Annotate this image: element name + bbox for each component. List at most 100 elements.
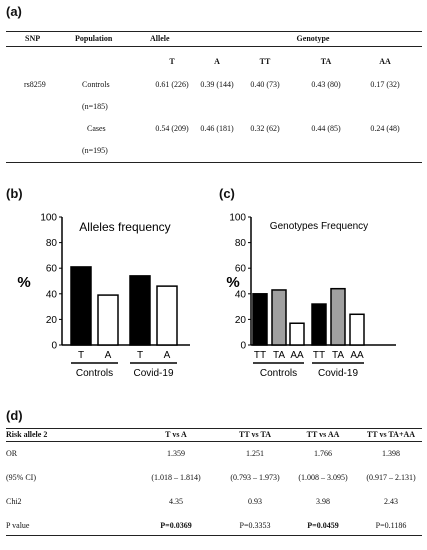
d-cell: (0.917 – 2.131): [366, 473, 416, 482]
x-tick-label: T: [137, 350, 143, 361]
d-row-label: Chi2: [6, 497, 22, 506]
d-header-t-vs-a: T vs A: [165, 430, 187, 439]
d-cell: 2.43: [384, 497, 398, 506]
d-cell: (1.008 – 3.095): [298, 473, 348, 482]
panel-c-label: (c): [219, 186, 235, 201]
table-d-top-rule: [6, 428, 422, 429]
d-header-tt-vs-aa: TT vs AA: [306, 430, 340, 439]
x-tick-label: AA: [290, 350, 304, 361]
y-tick-label: 40: [46, 289, 58, 300]
bar: [129, 275, 151, 346]
y-tick-label: 80: [46, 238, 58, 249]
y-tick-label: 20: [235, 315, 247, 326]
y-tick-label: 100: [40, 213, 57, 224]
table-a-bottom-rule: [6, 162, 422, 163]
d-cell: P=0.3353: [239, 521, 271, 530]
bar: [330, 287, 346, 346]
x-tick-label: TT: [313, 350, 325, 361]
bar: [70, 266, 92, 346]
y-tick-label: 60: [46, 264, 58, 275]
d-header-tt-vs-ta-aa: TT vs TA+AA: [366, 430, 416, 439]
row-controls-ta: 0.43 (80): [311, 80, 341, 89]
row-cases-aa: 0.24 (48): [370, 124, 400, 133]
chart-title: Alleles frequency: [79, 220, 170, 234]
col-header-snp: SNP: [25, 34, 41, 43]
x-tick-label: TA: [332, 350, 344, 361]
subheader-t: T: [169, 57, 175, 66]
row-controls-aa: 0.17 (32): [370, 80, 400, 89]
d-row-label: OR: [6, 449, 18, 458]
d-cell: 1.359: [167, 449, 185, 458]
bar: [252, 293, 268, 346]
panel-b-label: (b): [6, 186, 23, 201]
col-header-population: Population: [75, 34, 113, 43]
d-cell: P=0.0459: [307, 521, 339, 530]
y-tick-label: 20: [46, 315, 58, 326]
y-tick-label: 80: [235, 238, 247, 249]
row-cases-ta: 0.44 (85): [311, 124, 341, 133]
row-cases-a: 0.46 (181): [200, 124, 234, 133]
panel-a-label: (a): [6, 4, 22, 19]
d-row-label: (95% CI): [6, 473, 36, 482]
x-tick-label: AA: [350, 350, 364, 361]
d-cell: 4.35: [169, 497, 183, 506]
row-cases-n: (n=195): [82, 146, 108, 155]
subheader-a: A: [214, 57, 220, 66]
group-label: Covid-19: [133, 368, 173, 379]
col-header-allele: Allele: [150, 34, 170, 43]
bar: [97, 294, 119, 346]
y-tick-label: 0: [51, 341, 57, 352]
d-header-tt-vs-ta: TT vs TA: [238, 430, 272, 439]
col-header-genotype: Genotype: [296, 34, 330, 43]
subheader-ta: TA: [320, 57, 332, 66]
table-a-header-rule: [6, 46, 422, 47]
d-cell: 3.98: [316, 497, 330, 506]
row-cases-t: 0.54 (209): [155, 124, 189, 133]
d-cell: 1.766: [314, 449, 332, 458]
x-tick-label: A: [164, 350, 171, 361]
group-label: Controls: [76, 368, 113, 379]
alleles-frequency-chart: 0 20 40 60 80 100% Alleles frequency T A T A Contro…: [17, 213, 190, 379]
d-cell: P=0.0369: [160, 521, 192, 530]
table-a-top-rule: [6, 31, 422, 32]
row-cases-tt: 0.32 (62): [250, 124, 280, 133]
d-cell: 1.398: [382, 449, 400, 458]
d-cell: (1.018 – 1.814): [151, 473, 201, 482]
bar: [349, 313, 365, 346]
y-tick-label: 0: [240, 341, 246, 352]
d-row-label: P value: [6, 521, 30, 530]
y-axis-label: %: [17, 274, 30, 291]
d-cell: 1.251: [246, 449, 264, 458]
d-cell: P=0.1186: [375, 521, 407, 530]
genotypes-frequency-chart: 0 20 40 60 80 100% Genotypes Frequency TT TA AA TT…: [226, 213, 396, 379]
row-controls-t: 0.61 (226): [155, 80, 189, 89]
y-tick-label: 60: [235, 264, 247, 275]
table-d-bottom-rule: [6, 535, 422, 536]
snp-id: rs8259: [24, 80, 46, 89]
panel-d-label: (d): [6, 408, 23, 423]
chart-title: Genotypes Frequency: [270, 221, 368, 232]
d-cell: (0.793 – 1.973): [230, 473, 280, 482]
row-controls-n: (n=185): [82, 102, 108, 111]
group-label: Covid-19: [318, 368, 358, 379]
group-label: Controls: [260, 368, 297, 379]
x-tick-label: TT: [254, 350, 266, 361]
row-cases-population: Cases: [87, 124, 106, 133]
table-d-header-rule: [6, 441, 422, 442]
row-controls-a: 0.39 (144): [200, 80, 234, 89]
bar: [156, 285, 178, 346]
bar: [311, 303, 327, 346]
d-header-risk-allele: Risk allele 2: [6, 430, 48, 439]
x-tick-label: T: [78, 350, 84, 361]
x-tick-label: A: [105, 350, 112, 361]
bar: [289, 322, 305, 346]
d-cell: 0.93: [248, 497, 262, 506]
y-axis-label: %: [226, 274, 239, 291]
bar: [271, 289, 287, 346]
y-tick-label: 40: [235, 289, 247, 300]
y-tick-label: 100: [229, 213, 246, 224]
subheader-tt: TT: [259, 57, 271, 66]
x-tick-label: TA: [273, 350, 285, 361]
row-controls-tt: 0.40 (73): [250, 80, 280, 89]
row-controls-population: Controls: [82, 80, 110, 89]
